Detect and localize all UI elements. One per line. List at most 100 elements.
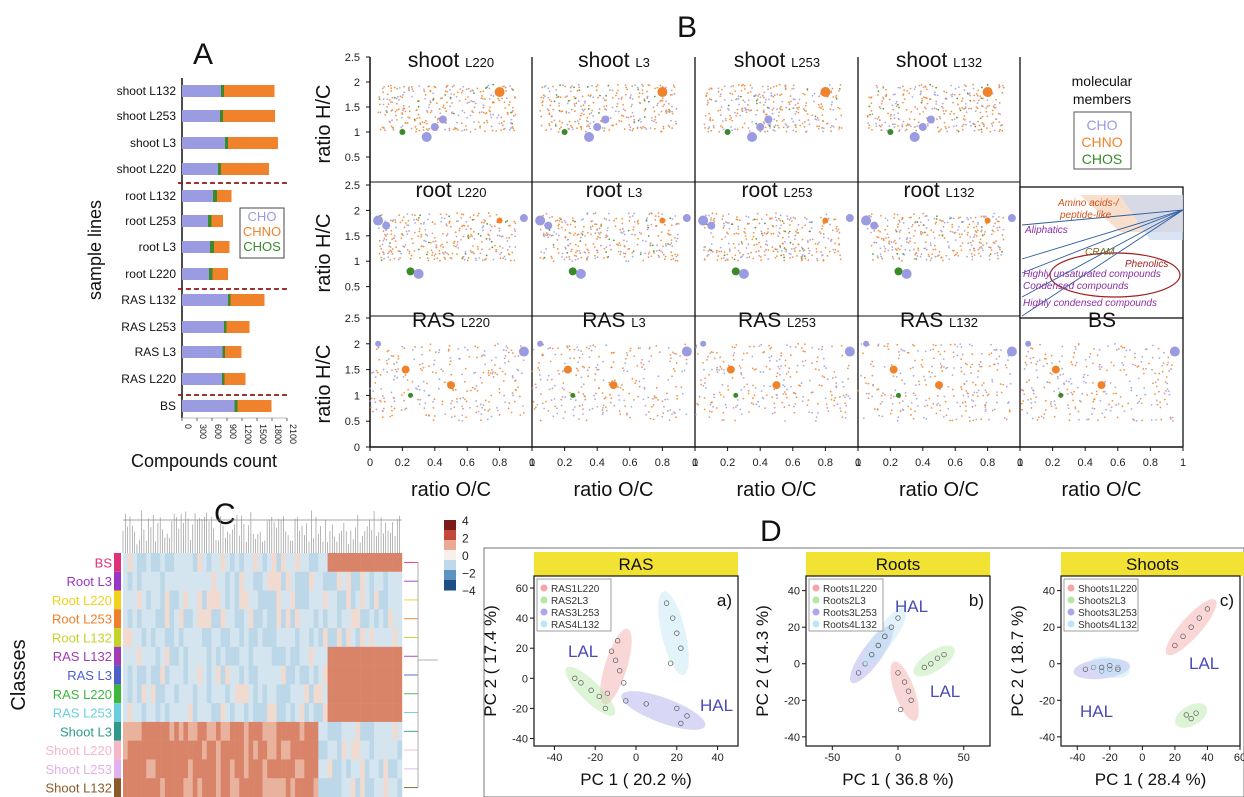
scatter-point — [970, 107, 973, 110]
scatter-point — [671, 110, 674, 113]
heatmap-cell — [313, 721, 319, 741]
scatter-point — [782, 222, 785, 225]
bar-segment-cho — [182, 346, 223, 358]
scatter-point — [433, 363, 435, 366]
scatter-point — [606, 235, 609, 238]
scatter-point — [631, 129, 634, 132]
heatmap-cell — [388, 665, 393, 685]
scatter-point — [877, 344, 880, 347]
scatter-point — [600, 223, 603, 226]
scatter-point — [651, 119, 653, 122]
scatter-point — [788, 101, 790, 104]
scatter-point — [1044, 409, 1047, 411]
scatter-point — [921, 232, 924, 234]
heatmap-cell — [341, 590, 347, 610]
scatter-point-large — [984, 217, 991, 224]
scatter-point — [704, 126, 707, 129]
scatter-point — [639, 253, 642, 256]
heatmap-cell — [239, 590, 245, 610]
heatmap-cell — [178, 590, 184, 610]
heatmap-cell — [243, 628, 249, 648]
scatter-point — [621, 228, 624, 230]
scatter-point — [425, 109, 428, 112]
scatter-point — [796, 255, 798, 257]
heatmap-cell — [388, 628, 393, 648]
scatter-point — [838, 243, 840, 245]
heatmap-cell — [220, 684, 226, 704]
scatter-point — [1168, 369, 1171, 372]
heatmap-cell — [136, 571, 142, 591]
scatter-point — [769, 218, 772, 220]
scatter-point — [1078, 418, 1080, 421]
heatmap-cell — [392, 759, 398, 779]
scatter-point — [1037, 416, 1040, 419]
scatter-point — [445, 85, 448, 87]
scatter-point — [631, 255, 634, 258]
scatter-point — [395, 97, 398, 100]
scatter-point — [581, 95, 584, 98]
scatter-point — [432, 419, 435, 422]
scatter-point — [751, 87, 753, 89]
heatmap-cell — [369, 665, 375, 685]
scatter-point — [568, 258, 571, 261]
scatter-point — [471, 386, 474, 389]
heatmap-cell — [234, 684, 240, 704]
scatter-point — [550, 255, 553, 258]
scatter-point — [763, 232, 766, 234]
scatter-point — [978, 247, 981, 249]
scatter-point — [946, 240, 949, 243]
scatter-point — [786, 388, 789, 391]
scatter-point — [907, 405, 910, 408]
scatter-point — [798, 98, 801, 101]
scatter-point — [621, 114, 623, 117]
scatter-point — [713, 221, 716, 223]
scatter-point — [588, 408, 591, 411]
scatter-point — [444, 251, 447, 254]
scatter-point — [490, 394, 493, 397]
scatter-point — [618, 399, 621, 401]
scatter-point — [456, 401, 458, 403]
scatter-point-large — [601, 115, 610, 124]
scatter-point — [922, 375, 925, 378]
scatter-point — [719, 366, 722, 368]
scatter-point — [561, 370, 564, 373]
scatter-point — [583, 395, 586, 398]
scatter-point — [1115, 348, 1118, 351]
heatmap-cell — [216, 665, 221, 685]
scatter-point — [765, 248, 767, 251]
scatter-point — [953, 112, 956, 115]
scatter-point — [448, 344, 451, 347]
heatmap-cell — [322, 590, 328, 610]
scatter-point — [728, 108, 730, 111]
scatter-point-large — [430, 123, 439, 131]
heatmap-cell — [304, 703, 310, 723]
class-color-bar — [114, 684, 121, 704]
scatter-point — [784, 359, 787, 362]
scatter-point — [907, 241, 910, 244]
scatter-point — [898, 401, 901, 404]
color-scale-tick: −2 — [462, 567, 476, 581]
scatter-point — [953, 93, 956, 96]
scatter-point — [893, 114, 896, 116]
scatter-point — [670, 224, 673, 227]
scatter-point — [962, 394, 965, 397]
heatmap-cell — [350, 646, 356, 666]
scatter-point — [577, 418, 580, 420]
scatter-point — [484, 399, 487, 402]
heatmap-cell — [281, 609, 286, 629]
scatter-point — [426, 122, 428, 125]
heatmap-cell — [341, 628, 347, 648]
scatter-point — [962, 107, 965, 110]
scatter-point — [454, 231, 457, 234]
scatter-point — [466, 116, 468, 119]
scatter-point — [703, 123, 706, 126]
scatter-point — [497, 114, 500, 117]
scatter-point — [899, 410, 902, 412]
scatter-point — [774, 248, 777, 251]
scatter-point — [956, 129, 958, 132]
scatter-point — [638, 231, 641, 234]
scatter-point — [397, 355, 400, 358]
scatter-point — [837, 106, 839, 109]
scatter-point — [1141, 419, 1143, 422]
scatter-point — [440, 217, 443, 219]
